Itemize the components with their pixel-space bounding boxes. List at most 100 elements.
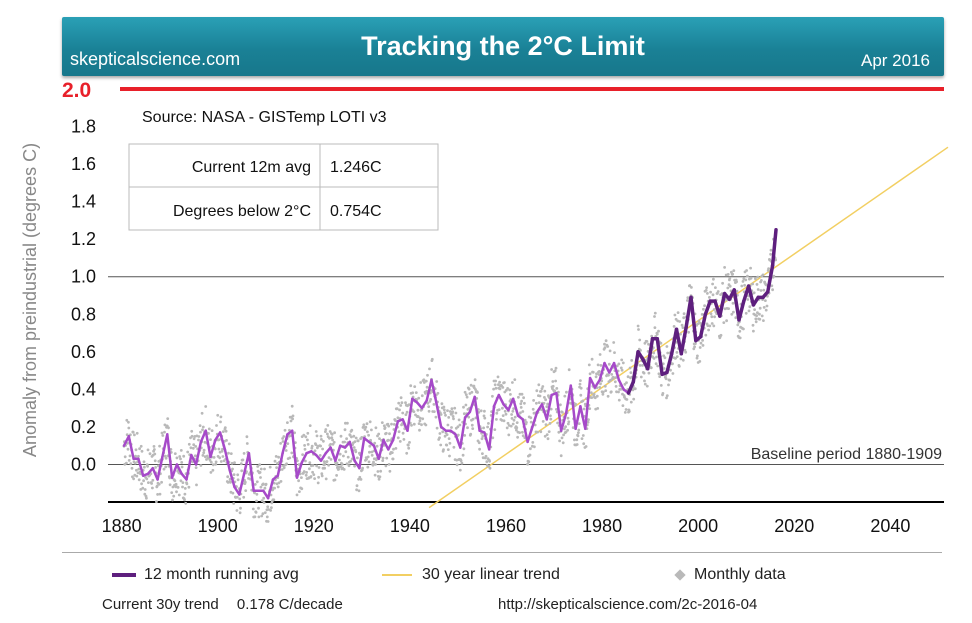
- monthly-point: [594, 375, 598, 379]
- monthly-point: [303, 444, 306, 447]
- monthly-point: [769, 252, 772, 256]
- running-avg-segment: [679, 325, 688, 356]
- monthly-point: [543, 396, 546, 399]
- monthly-point: [175, 456, 179, 460]
- monthly-point: [633, 387, 637, 391]
- monthly-point: [509, 424, 513, 428]
- monthly-point: [664, 377, 668, 381]
- monthly-point: [516, 435, 519, 439]
- monthly-point: [367, 460, 371, 464]
- monthly-point: [722, 321, 726, 324]
- monthly-point: [673, 313, 677, 317]
- monthly-point: [641, 364, 644, 367]
- monthly-point: [462, 447, 466, 451]
- monthly-point: [414, 391, 418, 394]
- monthly-point: [129, 462, 133, 466]
- monthly-point: [485, 460, 489, 464]
- monthly-point: [719, 333, 723, 337]
- monthly-point: [709, 290, 712, 294]
- monthly-point: [770, 284, 774, 288]
- monthly-point: [332, 440, 336, 444]
- monthly-point: [714, 286, 717, 289]
- monthly-point: [621, 404, 625, 407]
- monthly-point: [327, 463, 330, 467]
- running-avg-segment: [564, 384, 573, 416]
- monthly-point: [153, 448, 156, 451]
- monthly-point: [346, 455, 350, 459]
- running-avg-segment: [665, 351, 674, 375]
- running-avg-segment: [555, 391, 563, 432]
- monthly-point: [712, 308, 716, 311]
- monthly-point: [523, 401, 526, 405]
- monthly-point: [579, 393, 583, 397]
- monthly-point: [682, 312, 686, 316]
- monthly-point: [134, 448, 138, 452]
- monthly-point: [507, 433, 511, 437]
- monthly-point: [526, 462, 529, 466]
- monthly-point: [155, 484, 159, 488]
- monthly-point: [546, 402, 549, 406]
- running-avg-segment: [435, 401, 443, 429]
- monthly-point: [598, 353, 602, 356]
- monthly-point: [272, 498, 276, 502]
- monthly-point: [356, 456, 359, 460]
- running-avg-segment: [531, 410, 539, 429]
- monthly-point: [555, 387, 559, 390]
- monthly-point: [279, 442, 282, 445]
- y-tick-label: 0.2: [71, 417, 96, 437]
- monthly-point: [761, 273, 765, 277]
- monthly-point: [244, 489, 248, 492]
- monthly-point: [645, 340, 649, 343]
- monthly-point: [315, 434, 319, 438]
- legend-item-trend: 30 year linear trend: [382, 566, 560, 584]
- monthly-point: [352, 434, 356, 438]
- monthly-point: [560, 436, 564, 440]
- monthly-point: [487, 422, 490, 425]
- monthly-point: [688, 284, 692, 287]
- monthly-point: [259, 485, 263, 489]
- monthly-point: [366, 455, 370, 459]
- monthly-point: [181, 485, 184, 489]
- monthly-point: [699, 322, 702, 325]
- monthly-point: [229, 480, 232, 484]
- monthly-point: [470, 390, 474, 394]
- monthly-point: [607, 373, 610, 377]
- title-banner: skepticalscience.com Tracking the 2°C Li…: [62, 17, 944, 76]
- monthly-point: [275, 466, 278, 469]
- monthly-point: [209, 460, 213, 464]
- monthly-point: [298, 490, 301, 493]
- monthly-point: [513, 415, 517, 419]
- monthly-point: [145, 496, 148, 500]
- monthly-point: [746, 274, 749, 278]
- monthly-point: [629, 371, 633, 374]
- monthly-point: [311, 470, 314, 474]
- monthly-point: [758, 312, 761, 316]
- monthly-point: [488, 466, 492, 470]
- monthly-point: [236, 473, 240, 477]
- monthly-point: [335, 474, 338, 477]
- monthly-point: [151, 486, 154, 490]
- monthly-point: [194, 466, 198, 469]
- monthly-point: [521, 434, 525, 438]
- monthly-point: [629, 400, 633, 404]
- monthly-point: [160, 431, 164, 435]
- monthly-point: [227, 442, 231, 446]
- monthly-point: [194, 445, 198, 448]
- monthly-point: [201, 428, 204, 432]
- monthly-point: [577, 422, 581, 425]
- monthly-point: [123, 455, 127, 459]
- monthly-point: [126, 447, 130, 451]
- monthly-point: [319, 434, 323, 438]
- monthly-point: [210, 429, 214, 432]
- y-tick-label: 0.4: [71, 379, 96, 399]
- monthly-point: [273, 459, 277, 463]
- monthly-point: [155, 500, 158, 504]
- monthly-point: [446, 448, 450, 451]
- monthly-point: [655, 332, 659, 336]
- monthly-point: [181, 481, 185, 484]
- monthly-point: [133, 461, 137, 465]
- monthly-point: [587, 418, 590, 421]
- monthly-point: [643, 379, 646, 383]
- monthly-point: [484, 454, 488, 458]
- monthly-point: [518, 431, 521, 434]
